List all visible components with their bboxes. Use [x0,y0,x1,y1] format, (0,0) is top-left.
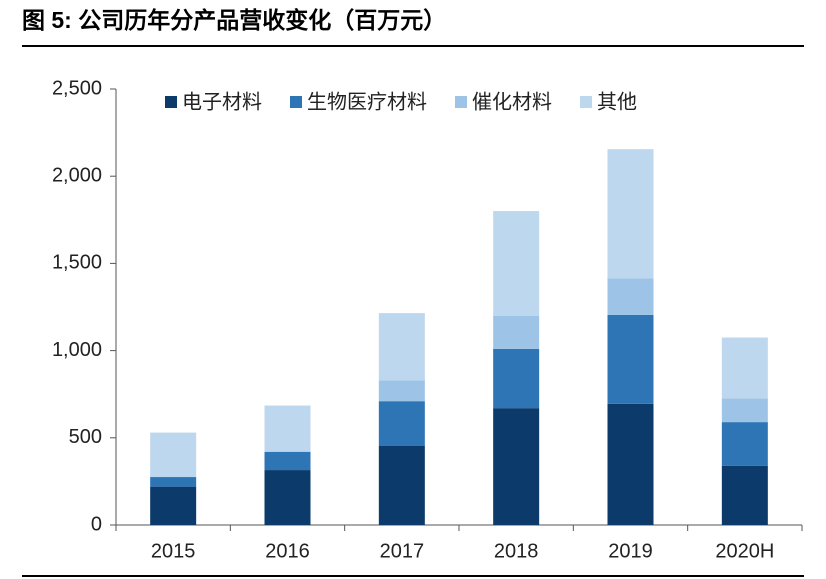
bar-segment [378,313,425,381]
bar-segment [721,465,768,525]
bar-segment [493,211,540,316]
bar-segment [607,149,654,279]
bar-segment [264,405,311,452]
bar-segment [264,470,311,525]
bar-segment [493,348,540,409]
legend-label: 电子材料 [182,90,262,113]
bar-segment [721,398,768,423]
x-tick-label: 2016 [265,540,310,562]
x-tick-label: 2020H [715,540,774,562]
bar-segment [378,445,425,525]
legend-swatch [165,96,177,108]
bar-segment [607,278,654,315]
bar-segment [493,408,540,525]
x-tick-label: 2015 [151,540,196,562]
bar-segment [264,451,311,471]
y-tick-label: 1,500 [52,252,102,274]
bar-segment [607,314,654,404]
bar-segment [378,401,425,446]
legend-swatch [290,96,302,108]
x-tick-label: 2019 [608,540,653,562]
bar-segment [150,432,197,478]
bar-segment [378,380,425,402]
bar-segment [721,422,768,466]
bar-segment [150,486,197,525]
y-tick-label: 2,500 [52,77,102,99]
legend-label: 催化材料 [472,90,552,113]
bar-segment [150,477,197,487]
legend-label: 生物医疗材料 [307,90,427,113]
x-tick-label: 2017 [380,540,425,562]
y-tick-label: 1,000 [52,339,102,361]
bar-segment [607,403,654,525]
y-tick-label: 0 [91,513,102,535]
chart-title: 图 5: 公司历年分产品营收变化（百万元） [22,7,446,33]
y-tick-label: 500 [69,426,102,448]
legend-swatch [580,96,592,108]
legend-label: 其他 [597,90,637,113]
bar-segment [721,337,768,399]
x-tick-label: 2018 [494,540,539,562]
bar-segment [493,315,540,349]
y-tick-label: 2,000 [52,164,102,186]
legend-swatch [455,96,467,108]
